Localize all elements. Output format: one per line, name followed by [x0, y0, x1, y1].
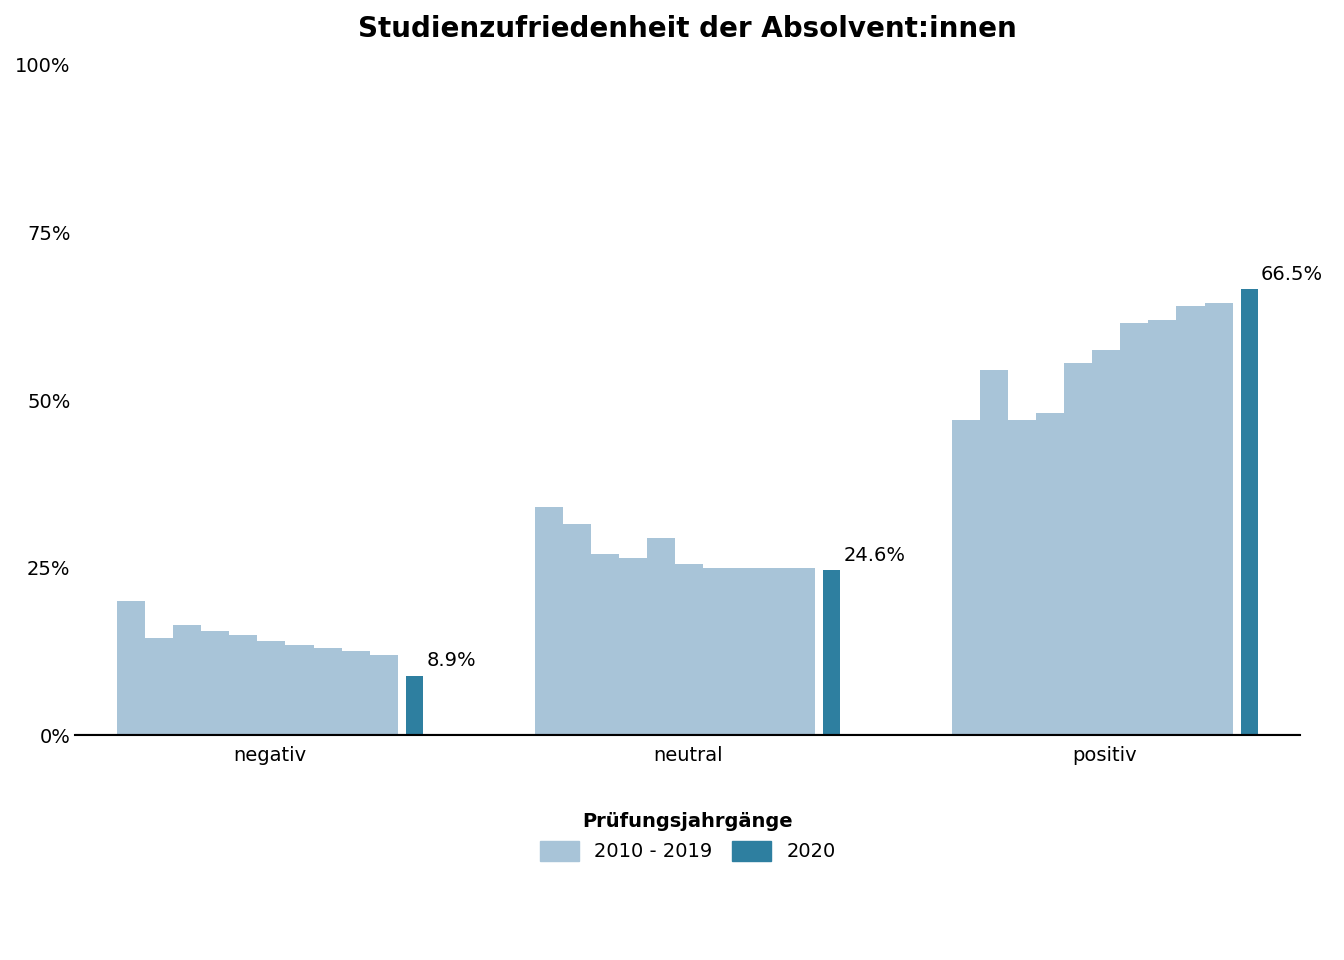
Title: Studienzufriedenheit der Absolvent:innen: Studienzufriedenheit der Absolvent:innen: [359, 15, 1017, 43]
Bar: [1093, 349, 1121, 735]
Bar: [824, 570, 840, 735]
Bar: [759, 567, 788, 735]
Legend: 2010 - 2019, 2020: 2010 - 2019, 2020: [540, 812, 836, 861]
Bar: [285, 645, 313, 735]
Bar: [230, 635, 258, 735]
Bar: [675, 564, 703, 735]
Bar: [535, 507, 563, 735]
Bar: [313, 648, 341, 735]
Bar: [370, 655, 398, 735]
Bar: [341, 652, 370, 735]
Bar: [145, 638, 173, 735]
Bar: [173, 625, 202, 735]
Bar: [591, 554, 620, 735]
Bar: [1008, 420, 1036, 735]
Bar: [731, 567, 759, 735]
Bar: [953, 420, 980, 735]
Bar: [202, 632, 230, 735]
Bar: [406, 676, 423, 735]
Bar: [1149, 320, 1176, 735]
Bar: [1121, 323, 1149, 735]
Bar: [980, 370, 1008, 735]
Bar: [1176, 306, 1204, 735]
Bar: [117, 601, 145, 735]
Bar: [788, 567, 814, 735]
Bar: [646, 538, 675, 735]
Text: 8.9%: 8.9%: [426, 651, 476, 670]
Text: 66.5%: 66.5%: [1261, 265, 1324, 284]
Bar: [258, 641, 285, 735]
Bar: [1064, 363, 1093, 735]
Bar: [1204, 302, 1232, 735]
Bar: [1241, 289, 1258, 735]
Bar: [703, 567, 731, 735]
Bar: [563, 524, 591, 735]
Text: 24.6%: 24.6%: [844, 546, 906, 565]
Bar: [620, 558, 646, 735]
Bar: [1036, 414, 1064, 735]
